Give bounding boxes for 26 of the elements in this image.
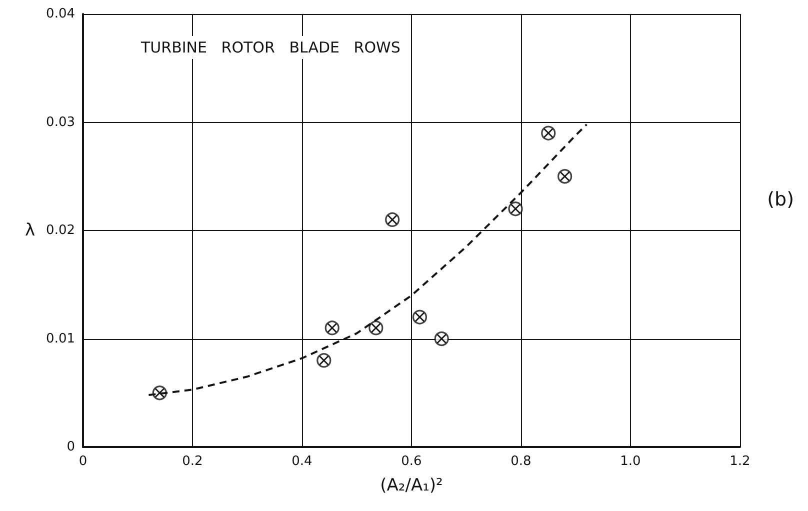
x-tick-label: 0.4	[292, 454, 312, 469]
point	[316, 353, 332, 368]
annotation: TURBINE ROTOR BLADE ROWS	[140, 38, 400, 56]
x-tick-label: 1.2	[730, 454, 750, 469]
point	[412, 310, 428, 324]
point	[368, 320, 384, 336]
point	[434, 331, 449, 346]
x-tick-label: 0.6	[401, 454, 422, 469]
x-tick-label: 0	[78, 454, 88, 469]
point	[324, 320, 340, 336]
point	[385, 212, 400, 227]
y-tick-label: 0.04	[46, 6, 75, 22]
x-tick-label: 0.8	[510, 454, 532, 469]
point	[541, 126, 556, 140]
x-axis-title: (A₂/A₁)²	[380, 476, 443, 496]
point	[558, 169, 572, 184]
point	[152, 386, 167, 400]
y-tick-label: 0.03	[46, 114, 75, 130]
y-tick-label: 0.02	[46, 223, 75, 238]
y-tick-label: 0.01	[46, 331, 75, 346]
text: (b)	[767, 188, 794, 210]
x-tick-label: 0.2	[182, 454, 203, 469]
point	[508, 202, 523, 216]
y-tick-label: 0	[66, 440, 75, 454]
y-axis-title: λ	[24, 220, 35, 240]
x-tick-label: 1.0	[620, 454, 641, 469]
